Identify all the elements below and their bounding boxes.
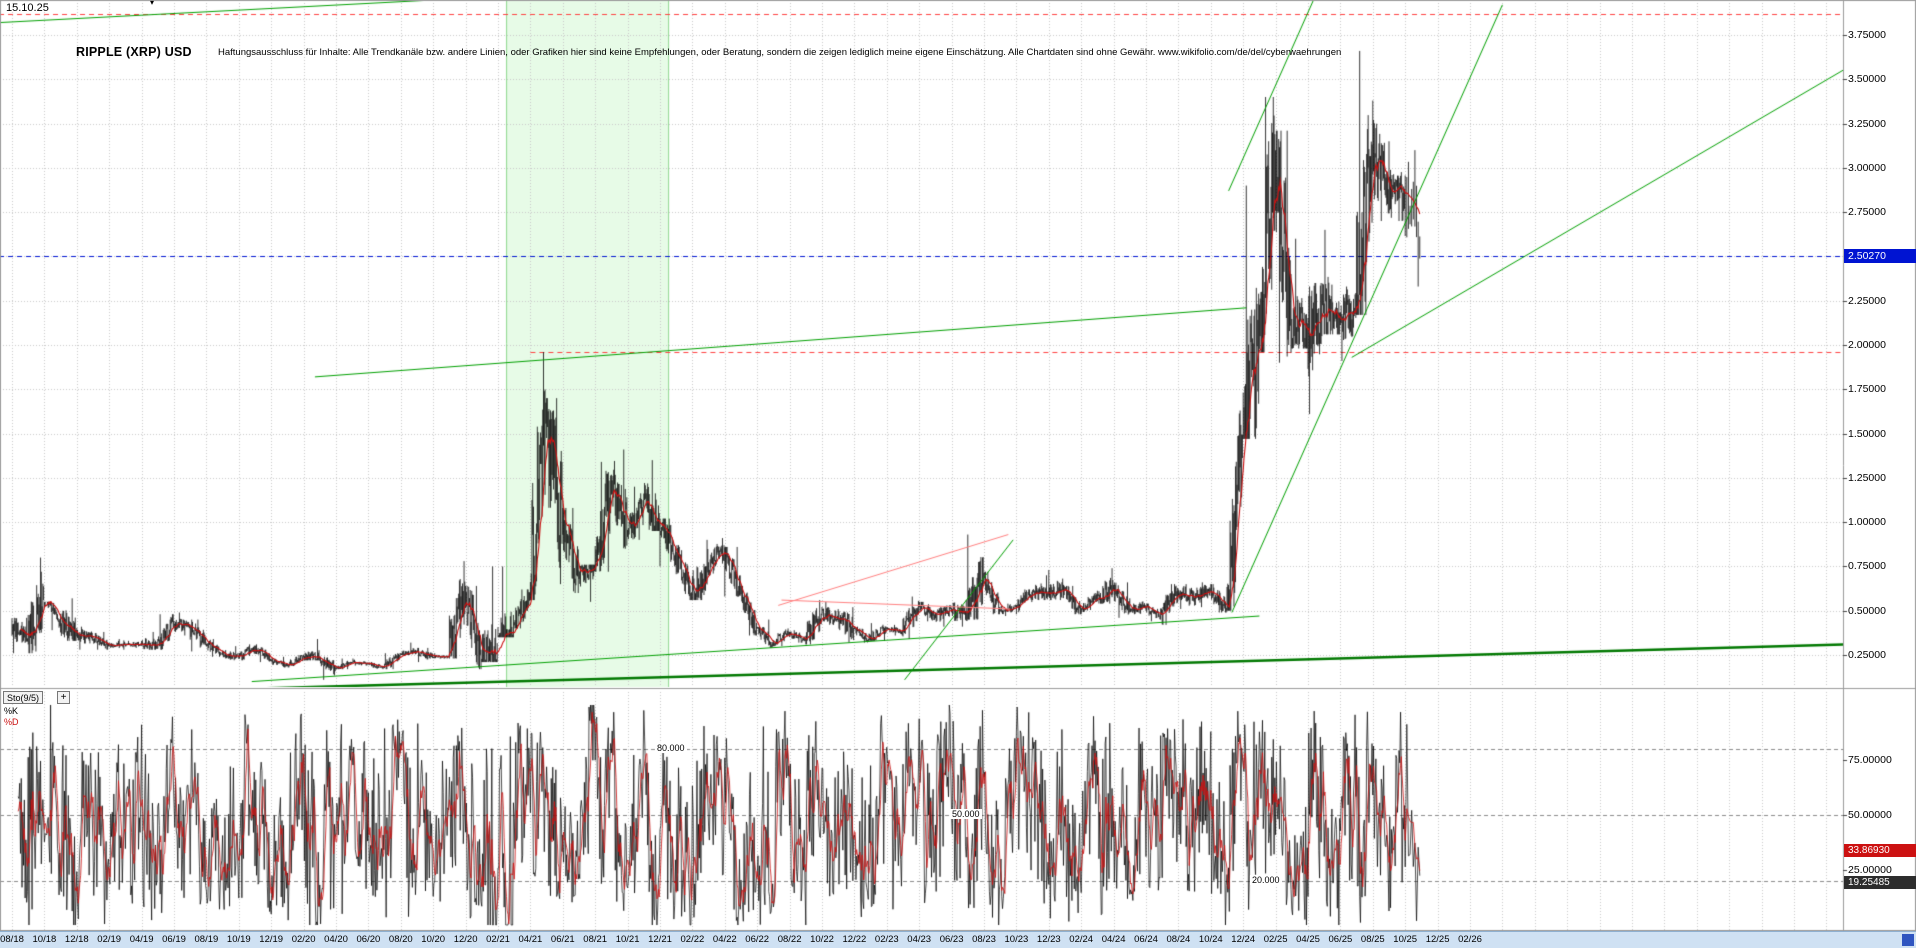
time-axis-label: 06/23 [939, 934, 964, 945]
time-axis[interactable] [0, 931, 1916, 948]
indicator-axis-label: 50.00000 [1848, 809, 1892, 821]
time-axis-label: 12/25 [1425, 934, 1450, 945]
price-axis-label: 0.50000 [1848, 604, 1886, 617]
time-axis-label: 06/19 [162, 934, 186, 945]
time-axis-label: 06/25 [1328, 934, 1353, 945]
price-axis-label: 2.00000 [1848, 339, 1886, 351]
time-axis-label: 08/22 [777, 934, 802, 945]
time-axis-label: 08/19 [194, 934, 219, 945]
price-axis-label: 3.25000 [1848, 117, 1886, 130]
time-axis-label: 04/24 [1101, 934, 1126, 945]
stochastic-d-legend: %D [4, 717, 19, 727]
time-axis-label: 02/23 [874, 934, 899, 945]
time-axis-label: 10/19 [226, 934, 251, 945]
indicator-gridline-label: 50.000 [950, 809, 982, 819]
indicator-gridline-label: 20.000 [1250, 875, 1282, 885]
time-axis-label: 04/25 [1296, 934, 1320, 945]
time-axis-label: 06/24 [1134, 934, 1158, 945]
time-axis-label: 06/21 [550, 934, 575, 945]
time-axis-label: 10/25 [1393, 934, 1418, 945]
time-axis-label: 02/20 [291, 934, 316, 945]
scrollbar-corner [1902, 934, 1914, 946]
price-axis-label: 3.50000 [1848, 73, 1886, 86]
time-axis-label: 04/22 [712, 934, 737, 945]
time-axis-label: 08/25 [1360, 934, 1385, 945]
last-price-tag: 2.50270 [1844, 249, 1916, 263]
time-axis-label: 02/25 [1263, 934, 1288, 945]
time-axis-label: 10/20 [421, 934, 446, 945]
time-axis-label: 10/24 [1198, 934, 1223, 945]
time-axis-label: 08/21 [583, 934, 608, 945]
stochastic-k-value-tag: 19.25485 [1844, 876, 1916, 889]
time-axis-label: 12/20 [453, 934, 478, 945]
indicator-gridline-label: 80.000 [655, 743, 687, 753]
price-axis-label: 1.50000 [1848, 427, 1886, 440]
time-axis-label: 08/24 [1166, 934, 1191, 945]
indicator-axis-label: 25.00000 [1848, 864, 1892, 876]
time-axis-label: 02/19 [97, 934, 122, 945]
price-axis-label: 1.75000 [1848, 383, 1886, 396]
stochastic-k-legend: %K [4, 706, 19, 716]
time-axis-label: 12/22 [842, 934, 867, 945]
time-axis-label: 10/22 [810, 934, 834, 945]
stochastic-d-value-tag: 33.86930 [1844, 844, 1916, 857]
time-axis-label: 06/22 [745, 934, 770, 945]
price-axis-label: 0.25000 [1848, 649, 1886, 661]
time-axis-label: 02/24 [1069, 934, 1094, 945]
chart-title: RIPPLE (XRP) USD [76, 45, 192, 59]
price-axis-label: 1.00000 [1848, 516, 1886, 529]
time-axis-label: 02/22 [680, 934, 705, 945]
time-axis-label: 08/18 [0, 934, 24, 945]
time-axis-label: 08/20 [388, 934, 413, 945]
time-marker-icon: ▾ [150, 0, 155, 7]
indicator-axis-label: 75.00000 [1848, 754, 1892, 766]
price-axis-label: 1.25000 [1848, 471, 1886, 484]
time-axis-label: 12/19 [259, 934, 284, 945]
price-axis-label: 3.00000 [1848, 161, 1886, 174]
time-axis-label: 02/21 [486, 934, 510, 945]
add-indicator-button[interactable]: + [57, 691, 70, 704]
time-axis-label: 12/23 [1036, 934, 1061, 945]
price-axis-label: 2.75000 [1848, 206, 1886, 219]
time-axis-label: 04/20 [324, 934, 348, 945]
time-axis-label: 12/24 [1231, 934, 1256, 945]
time-axis-label: 10/23 [1004, 934, 1029, 945]
time-axis-label: 12/18 [64, 934, 89, 945]
disclaimer-text: Haftungsausschluss für Inhalte: Alle Tre… [218, 47, 1342, 58]
price-axis-label: 2.25000 [1848, 294, 1886, 307]
time-axis-label: 04/19 [129, 934, 154, 945]
time-axis-label: 12/21 [648, 934, 672, 945]
price-axis-label: 3.75000 [1848, 29, 1886, 41]
time-axis-label: 04/21 [518, 934, 543, 945]
time-axis-label: 06/20 [356, 934, 381, 945]
price-axis-label: 0.75000 [1848, 560, 1886, 573]
time-axis-label: 10/18 [32, 934, 57, 945]
last-date-label: 15.10.25 [6, 2, 49, 14]
time-axis-label: 02/26 [1458, 934, 1482, 945]
time-axis-label: 04/23 [907, 934, 932, 945]
indicator-name-button[interactable]: Sto(9/5) [3, 691, 44, 704]
time-axis-label: 08/23 [972, 934, 996, 945]
time-axis-label: 10/21 [615, 934, 640, 945]
